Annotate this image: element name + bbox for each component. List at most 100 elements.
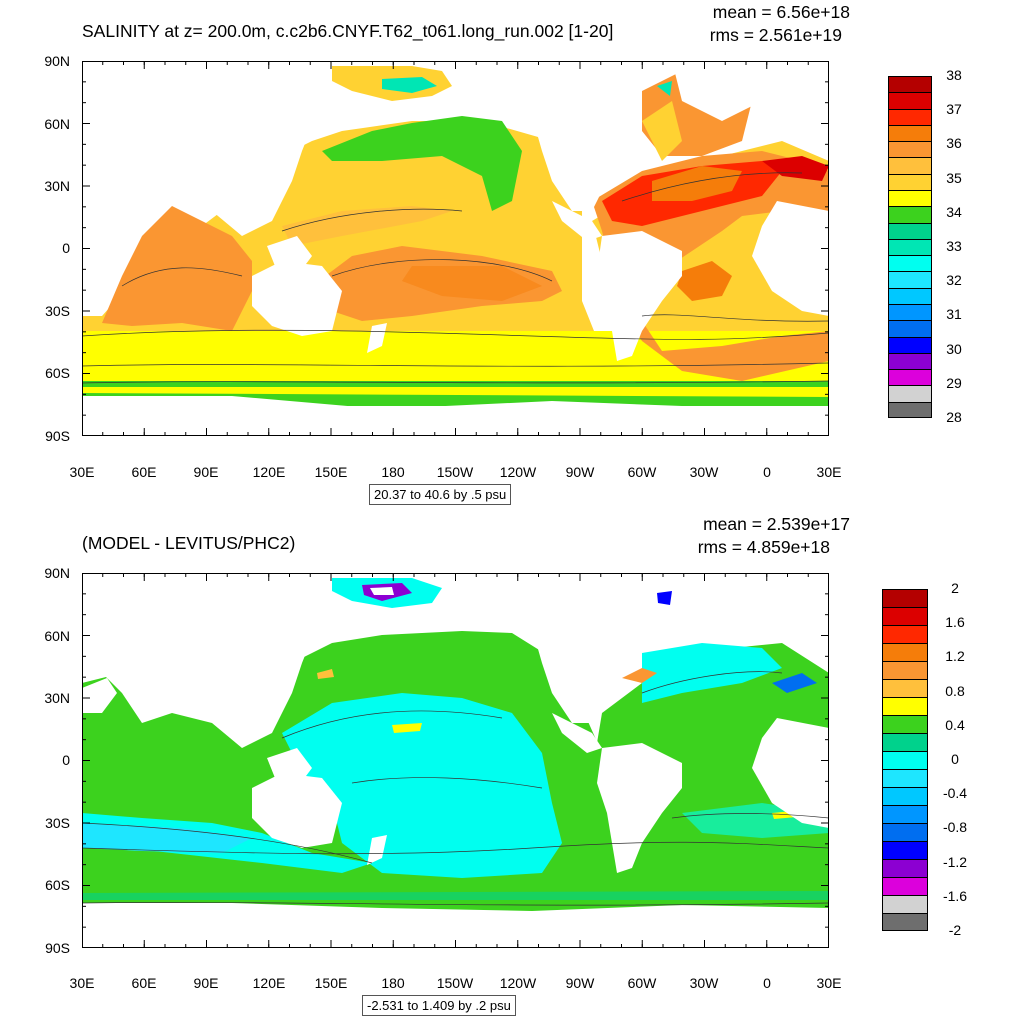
panel2-title: (MODEL - LEVITUS/PHC2) [82,533,296,553]
panel2-lon-label: 90W [565,975,595,991]
colorbar-swatch [888,336,932,353]
panel2-lon-label: 120E [252,975,286,991]
colorbar-label: 34 [946,203,962,220]
panel2-map [82,573,829,948]
panel2-lat-0: 0 [62,752,70,768]
panel1-lon-label: 0 [763,464,771,480]
colorbar-label: 30 [946,340,962,357]
panel2-colorbar [882,589,928,931]
panel1-title: SALINITY at z= 200.0m, c.c2b6.CNYF.T62_t… [82,21,614,41]
panel2-lon-label: 30E [69,975,95,991]
axis-ticks [82,573,829,948]
panel1-contours [82,172,829,384]
colorbar-label: 1.6 [945,614,965,631]
colorbar-swatch [882,661,928,679]
panel1-lat-90s: 90S [45,428,70,444]
panel2-lat-90s: 90S [45,940,70,956]
colorbar-label: 32 [946,272,962,289]
panel1-lon-label: 90E [193,464,219,480]
colorbar-label: 38 [946,67,962,83]
colorbar-swatch [882,877,928,895]
colorbar-label: 29 [946,374,962,391]
panel1-mean: mean = 6.56e+18 [712,2,850,22]
panel1-lon-label: 120W [499,464,537,480]
colorbar-label: -1.2 [942,853,968,870]
colorbar-label: 35 [946,169,962,186]
panel1-lat-30n: 30N [44,178,70,194]
panel2-lon-label: 90E [193,975,219,991]
panel2-lat-60n: 60N [44,628,70,644]
panel1-info-box: 20.37 to 40.6 by .5 psu [369,484,512,505]
colorbar-swatch [888,385,932,402]
panel1-colorbar [888,76,932,418]
colorbar-swatch [882,679,928,697]
colorbar-swatch [888,369,932,386]
panel1-lat-30s: 30S [45,303,70,319]
colorbar-swatch [888,108,932,125]
colorbar-swatch [888,189,932,207]
axis-ticks [82,61,829,436]
colorbar-label: 0 [951,751,959,767]
colorbar-label: 33 [946,238,962,254]
colorbar-swatch [888,157,932,174]
colorbar-swatch [888,352,932,370]
colorbar-swatch [882,859,928,877]
panel1-lon-label: 120E [252,464,286,480]
colorbar-label: -2 [948,922,962,938]
colorbar-label: 0.8 [945,682,965,699]
panel2-lon-label: 120W [499,975,537,991]
panel2-lon-label: 0 [763,975,771,991]
colorbar-swatch [882,733,928,751]
colorbar-swatch [888,222,932,239]
panel2-lat-30n: 30N [44,690,70,706]
panel1-lat-0: 0 [62,240,70,256]
panel1-lon-label: 30E [69,464,95,480]
colorbar-label: 0.4 [945,716,965,733]
panel1-lon-label: 60W [627,464,657,480]
panel2-lon-label: 60W [627,975,657,991]
colorbar-swatch [882,697,928,715]
colorbar-swatch [882,625,928,643]
panel1-lon-label: 90W [565,464,595,480]
colorbar-swatch [882,787,928,805]
colorbar-label: -0.8 [942,819,968,836]
colorbar-swatch [888,255,932,272]
colorbar-label: -1.6 [942,887,968,904]
colorbar-label: 37 [946,101,962,118]
panel2-info-box: -2.531 to 1.409 by .2 psu [362,995,516,1016]
colorbar-label: 2 [951,580,959,596]
colorbar-swatch [888,401,932,418]
panel2-lon-label: 180 [381,975,405,991]
panel2-lon-label: 30E [816,975,842,991]
colorbar-swatch [882,643,928,661]
colorbar-swatch [888,92,932,109]
panel1-lon-label: 150W [436,464,474,480]
colorbar-label: 28 [946,409,962,425]
colorbar-swatch [882,607,928,625]
colorbar-swatch [882,751,928,769]
panel1-lon-label: 150E [314,464,348,480]
colorbar-label: -0.4 [942,785,968,802]
panel2-mean: mean = 2.539e+17 [703,514,850,534]
colorbar-label: 36 [946,135,962,152]
colorbar-swatch [882,823,928,841]
panel2-lon-label: 150E [314,975,348,991]
panel1-land [82,61,829,436]
colorbar-label: 31 [946,306,962,323]
panel1-lat-60n: 60N [44,116,70,132]
colorbar-swatch [888,141,932,158]
panel2-lat-60s: 60S [45,877,70,893]
colorbar-swatch [888,238,932,256]
colorbar-swatch [882,715,928,733]
panel1-lat-90n: 90N [44,53,70,69]
colorbar-swatch [882,841,928,859]
panel1-lon-label: 30W [689,464,719,480]
panel2-lon-label: 30W [689,975,719,991]
colorbar-swatch [888,271,932,288]
colorbar-swatch [882,769,928,787]
panel2-lat-90n: 90N [44,565,70,581]
panel1-lon-label: 60E [131,464,157,480]
colorbar-swatch [888,320,932,337]
panel2-lat-30s: 30S [45,815,70,831]
panel1-lon-label: 30E [816,464,842,480]
